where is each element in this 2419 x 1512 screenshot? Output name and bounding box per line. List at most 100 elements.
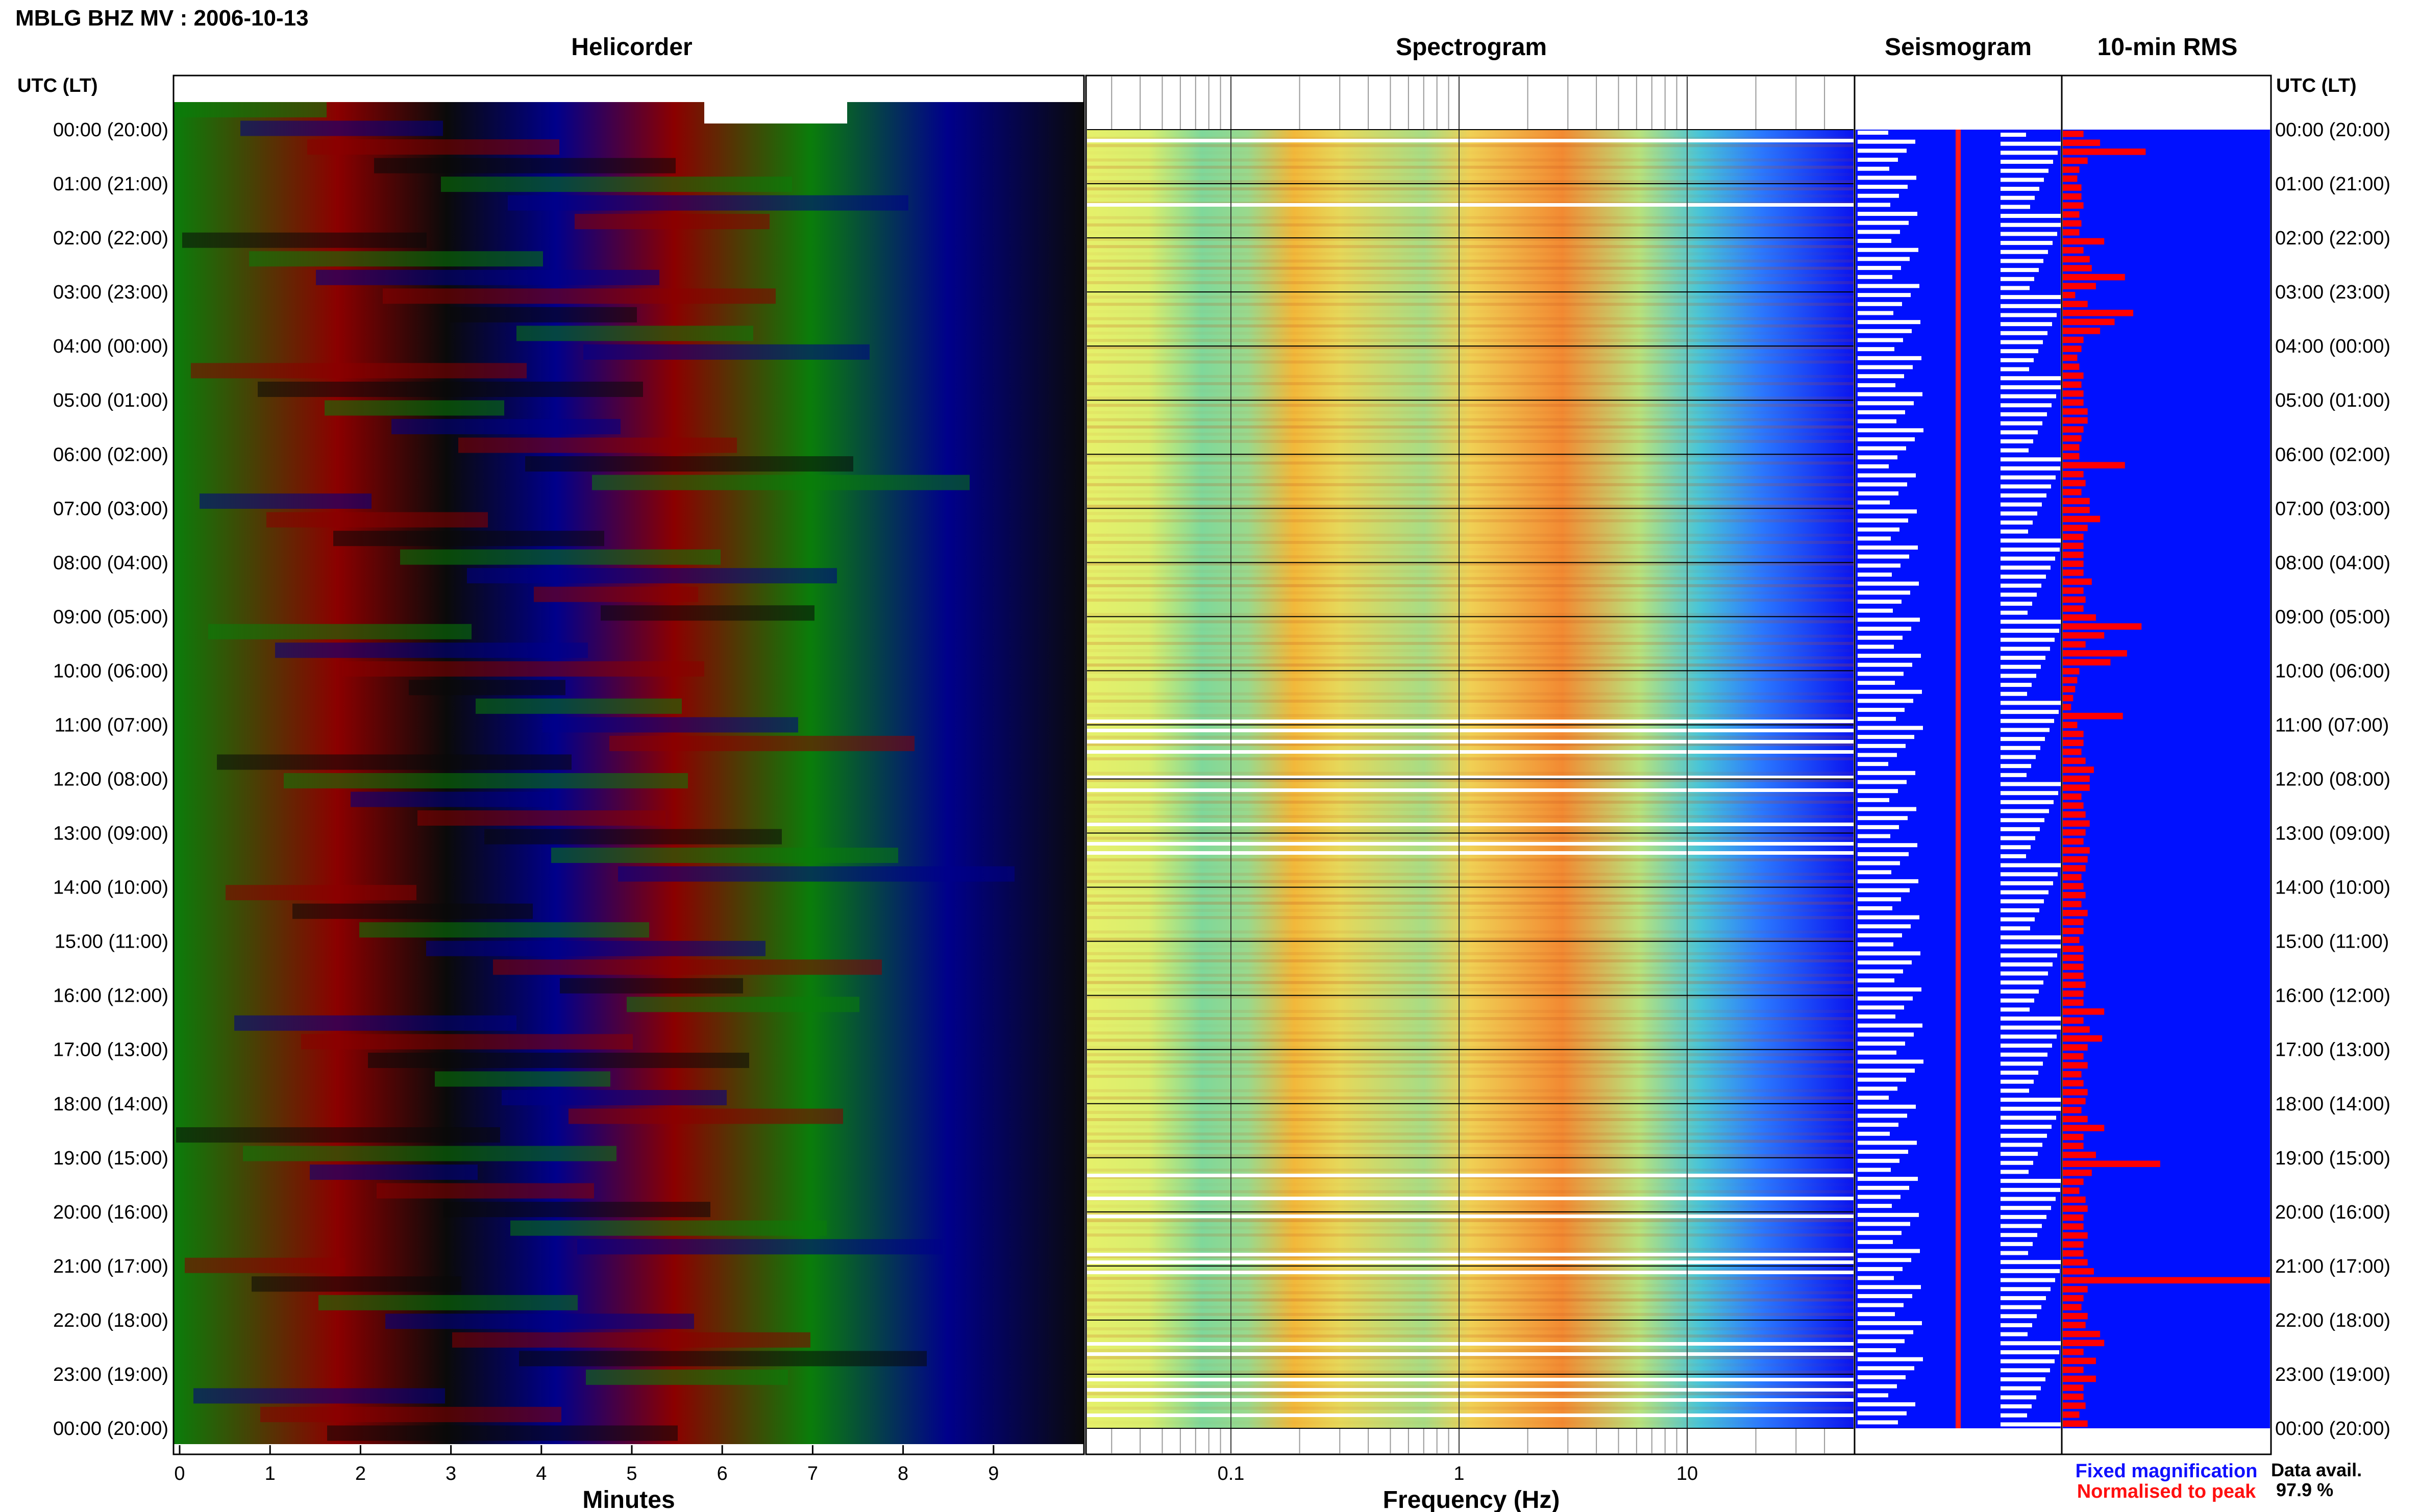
spectrogram-gap: [1087, 1197, 1854, 1200]
helicorder-trace-band: [342, 661, 704, 677]
rms-bar: [2063, 838, 2084, 845]
rms-bar: [2063, 1026, 2090, 1033]
seismogram-trace-left: [1858, 978, 1894, 983]
spectrogram-row: [1087, 1284, 1854, 1287]
seismogram-trace-right: [2001, 565, 2051, 570]
helicorder-trace-band: [519, 1351, 927, 1367]
rms-bar: [2063, 686, 2076, 692]
spectrogram-gap: [1087, 776, 1854, 779]
seismogram-trace-left: [1858, 1294, 1912, 1298]
spectrogram-row: [1087, 1255, 1854, 1258]
rms-bar: [2063, 363, 2080, 370]
seismogram-trace-right: [2001, 1395, 2036, 1400]
spectrogram-row: [1087, 432, 1854, 436]
seismogram-trace-left: [1858, 654, 1921, 658]
helicorder-trace-band: [374, 158, 676, 173]
helicorder-trace-band: [493, 959, 882, 975]
seismogram-trace-left: [1858, 230, 1900, 234]
seismogram-trace-right: [2001, 629, 2059, 633]
seismogram-trace-left: [1858, 906, 1892, 910]
spectrogram-row: [1087, 1291, 1854, 1295]
seismogram-trace-right: [2001, 1179, 2065, 1183]
rms-bar: [2063, 166, 2080, 173]
time-label-left: 16:00 (12:00): [53, 985, 168, 1007]
seismogram-trace-right: [2001, 818, 2044, 823]
spectrogram-row: [1087, 1327, 1854, 1331]
seismogram-trace-left: [1858, 428, 1923, 433]
rms-bar: [2063, 641, 2086, 648]
spectrogram-row: [1087, 829, 1854, 833]
spectrogram-gap: [1087, 740, 1854, 743]
seismogram-trace-right: [2001, 583, 2041, 588]
seismogram-trace-right: [2001, 187, 2039, 191]
seismogram-trace-left: [1858, 743, 1906, 748]
rms-bar: [2063, 1080, 2084, 1087]
seismogram-trace-left: [1858, 302, 1902, 306]
seismogram-trace-left: [1858, 509, 1917, 514]
seismogram-trace-right: [2001, 989, 2039, 994]
station-title: MBLG BHZ MV : 2006-10-13: [15, 6, 309, 31]
rms-bar: [2063, 1017, 2084, 1024]
spectrogram-row: [1087, 375, 1854, 378]
seismogram-trace-left: [1858, 1059, 1923, 1064]
seismogram-trace-left: [1858, 1195, 1900, 1199]
seismogram-trace-left: [1858, 1393, 1888, 1398]
rms-bar: [2063, 498, 2090, 505]
rms-bar: [2063, 623, 2142, 630]
spectrogram-row: [1087, 562, 1854, 566]
seismogram-trace-left: [1858, 266, 1901, 270]
time-label-right: 17:00 (13:00): [2275, 1039, 2390, 1061]
spectrogram-row: [1087, 966, 1854, 970]
helicorder-trace-band: [325, 400, 504, 416]
seismogram-trace-right: [2001, 1323, 2032, 1327]
seismogram-trace-right: [2001, 1377, 2045, 1381]
helicorder-trace-band: [266, 512, 488, 528]
spectrogram-row: [1087, 252, 1854, 256]
spectrogram-row: [1087, 757, 1854, 761]
rms-image: [2063, 130, 2270, 1428]
seismogram-trace-left: [1858, 212, 1917, 216]
seismogram-trace-right: [2001, 1251, 2028, 1255]
seismogram-trace-left: [1858, 933, 1902, 937]
legend-normalised-to-peak: Normalised to peak: [2077, 1481, 2256, 1502]
seismogram-trace-left: [1858, 518, 1908, 523]
seismogram-trace-left: [1858, 139, 1915, 144]
rms-bar: [2063, 712, 2123, 720]
seismogram-trace-right: [2001, 944, 2062, 949]
seismogram-trace-right: [2001, 1007, 2030, 1012]
rms-bar: [2063, 318, 2115, 326]
spectrogram-row: [1087, 1132, 1854, 1136]
helicorder-trace-band: [516, 326, 753, 341]
rms-bar: [2063, 229, 2080, 236]
helicorder-trace-band: [234, 1015, 516, 1031]
seismogram-trace-left: [1858, 347, 1894, 352]
rms-bar: [2063, 283, 2096, 289]
seismogram-trace-right: [2001, 854, 2026, 858]
helicorder-trace-band: [292, 903, 533, 919]
rms-bar: [2063, 677, 2078, 684]
spectrogram-row: [1087, 1031, 1854, 1035]
seismogram-trace-right: [2001, 1386, 2041, 1391]
rms-bar: [2063, 1214, 2084, 1221]
helicorder-trace-band: [400, 549, 721, 565]
seismogram-trace-left: [1858, 608, 1893, 613]
helicorder-trace-band: [307, 139, 559, 155]
seismogram-trace-left: [1858, 617, 1920, 622]
helicorder-trace-band: [601, 605, 814, 621]
rms-bar: [2063, 238, 2105, 245]
spectrogram-row: [1087, 259, 1854, 263]
time-label-left: 18:00 (14:00): [53, 1094, 168, 1115]
spectrogram-row: [1087, 815, 1854, 819]
spectrogram-row: [1087, 1096, 1854, 1100]
spectrogram-row: [1087, 1233, 1854, 1237]
seismogram-trace-right: [2001, 1341, 2064, 1346]
spectrogram-row: [1087, 865, 1854, 869]
seismogram-trace-right: [2001, 764, 2031, 769]
helicorder-frame: [172, 75, 1085, 1455]
seismogram-trace-left: [1858, 437, 1915, 441]
helicorder-trace-band: [275, 642, 588, 658]
seismogram-trace-left: [1858, 969, 1903, 974]
rms-bar: [2063, 963, 2084, 970]
rms-bar: [2063, 1008, 2105, 1015]
rms-bar: [2063, 1259, 2088, 1266]
